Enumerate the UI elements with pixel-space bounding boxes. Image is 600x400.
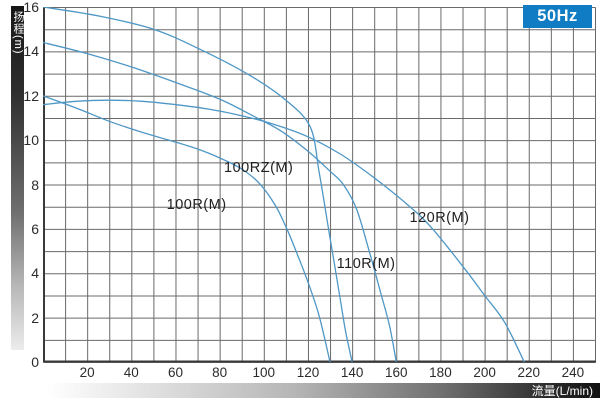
x-tick-label: 20 [79, 365, 95, 380]
pump-curve-100R(M) [43, 95, 331, 363]
frequency-badge-label: 50Hz [537, 7, 578, 25]
y-tick-label: 14 [23, 43, 39, 60]
y-tick-label: 4 [31, 265, 39, 282]
y-tick-label: 10 [23, 132, 39, 149]
y-tick-label: 16 [23, 0, 39, 15]
curve-label-100RZ(M): 100RZ(M) [224, 160, 294, 177]
pump-curve-100RZ(M) [43, 7, 353, 363]
y-axis-title: 扬程(m) [12, 11, 24, 55]
plot-area [43, 7, 596, 363]
x-tick-label: 100 [252, 365, 276, 380]
chart-canvas [43, 7, 596, 363]
x-tick-label: 120 [296, 365, 320, 380]
x-tick-label: 220 [517, 365, 541, 380]
y-axis-title-bar: 扬程(m) [11, 6, 24, 350]
y-tick-label: 6 [31, 220, 39, 237]
curve-label-110R(M): 110R(M) [336, 255, 396, 272]
y-tick-label: 0 [31, 354, 39, 370]
pump-curve-120R(M) [43, 99, 525, 363]
curve-label-120R(M): 120R(M) [409, 210, 470, 227]
y-tick-label: 2 [31, 309, 39, 326]
x-tick-label: 240 [561, 365, 585, 380]
curve-label-100R(M): 100R(M) [166, 196, 227, 213]
x-tick-label: 40 [123, 365, 139, 380]
x-tick-label: 60 [167, 365, 183, 380]
x-axis-title: 流量(L/min) [531, 384, 593, 398]
frequency-badge: 50Hz [523, 5, 592, 28]
x-tick-label: 160 [385, 365, 408, 380]
x-tick-label: 200 [473, 365, 496, 380]
x-tick-label: 140 [340, 365, 364, 380]
x-tick-label: 180 [429, 365, 452, 380]
x-tick-label: 80 [212, 365, 228, 380]
y-tick-label: 8 [31, 176, 39, 193]
x-axis-title-bar: 流量(L/min) [47, 383, 600, 398]
y-tick-label: 12 [23, 87, 39, 104]
pump-curve-110R(M) [43, 41, 397, 363]
